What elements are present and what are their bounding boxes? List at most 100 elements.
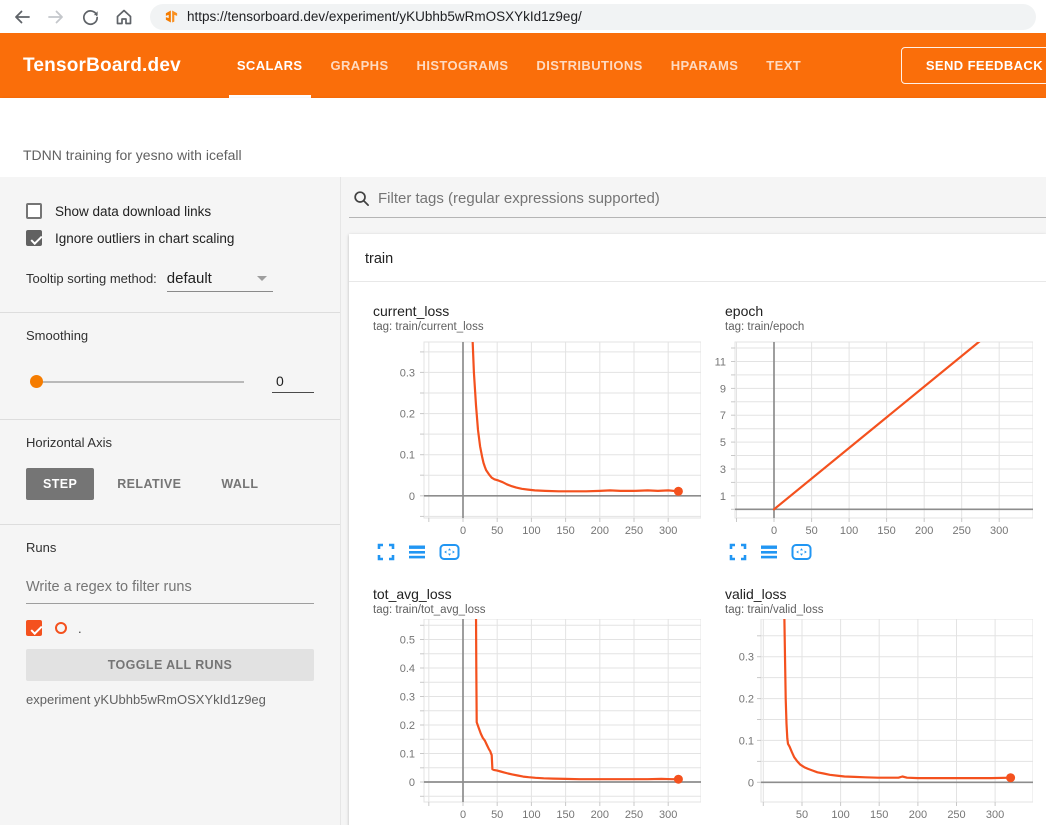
- svg-text:200: 200: [915, 525, 933, 537]
- svg-text:150: 150: [556, 809, 574, 821]
- svg-text:300: 300: [659, 525, 677, 537]
- home-icon[interactable]: [112, 5, 136, 29]
- run-checkbox[interactable]: [26, 620, 42, 636]
- runs-filter-input[interactable]: [26, 575, 314, 604]
- chart-tag: tag: train/tot_avg_loss: [373, 603, 701, 618]
- svg-text:0: 0: [409, 777, 415, 789]
- fullscreen-icon[interactable]: [377, 543, 395, 561]
- flatten-lines-icon[interactable]: [760, 543, 778, 561]
- tab-text[interactable]: TEXT: [752, 33, 815, 98]
- chart-title: current_loss: [373, 302, 701, 320]
- tooltip-sorting-value: default: [167, 270, 212, 287]
- svg-text:300: 300: [659, 809, 677, 821]
- svg-text:0.3: 0.3: [739, 652, 754, 664]
- axis-step-button[interactable]: STEP: [26, 468, 94, 500]
- svg-text:0.1: 0.1: [400, 749, 415, 761]
- tooltip-sorting-dropdown[interactable]: default: [167, 270, 273, 292]
- svg-text:50: 50: [805, 525, 817, 537]
- svg-text:11: 11: [715, 357, 726, 369]
- tensorboard-favicon: [164, 9, 179, 24]
- svg-text:0.1: 0.1: [400, 450, 415, 462]
- chart-epoch: epoch tag: train/epoch 05010015020025030…: [701, 302, 1044, 585]
- browser-toolbar: https://tensorboard.dev/experiment/yKUbh…: [0, 0, 1046, 33]
- svg-text:200: 200: [909, 809, 927, 821]
- train-section-card: train current_loss tag: train/current_lo…: [349, 234, 1046, 825]
- svg-text:0.3: 0.3: [400, 367, 415, 379]
- svg-text:5: 5: [720, 437, 726, 449]
- tab-scalars[interactable]: SCALARS: [223, 33, 317, 98]
- show-download-links-checkbox[interactable]: [26, 203, 42, 219]
- line-chart-valid-loss[interactable]: 5010015020025030000.10.20.3: [701, 619, 1033, 822]
- experiment-title: TDNN training for yesno with icefall: [23, 147, 242, 163]
- smoothing-slider[interactable]: [32, 381, 244, 383]
- url-text: https://tensorboard.dev/experiment/yKUbh…: [187, 9, 582, 24]
- svg-text:9: 9: [720, 383, 726, 395]
- ignore-outliers-checkbox-row[interactable]: Ignore outliers in chart scaling: [26, 230, 314, 246]
- experiment-title-bar: TDNN training for yesno with icefall: [0, 98, 1046, 177]
- svg-text:100: 100: [831, 809, 849, 821]
- address-bar[interactable]: https://tensorboard.dev/experiment/yKUbh…: [150, 4, 1036, 30]
- send-feedback-button[interactable]: SEND FEEDBACK: [901, 47, 1046, 84]
- flatten-lines-icon[interactable]: [408, 543, 426, 561]
- svg-text:100: 100: [522, 809, 540, 821]
- horizontal-axis-label: Horizontal Axis: [26, 435, 112, 450]
- chart-tot-avg-loss: tot_avg_loss tag: train/tot_avg_loss 050…: [349, 585, 701, 825]
- axis-relative-button[interactable]: RELATIVE: [100, 468, 198, 500]
- fit-domain-icon[interactable]: [439, 543, 460, 561]
- show-download-links-checkbox-row[interactable]: Show data download links: [26, 203, 314, 219]
- axis-wall-button[interactable]: WALL: [204, 468, 275, 500]
- fullscreen-icon[interactable]: [729, 543, 747, 561]
- svg-text:250: 250: [953, 525, 971, 537]
- run-name: .: [78, 621, 82, 636]
- app-brand: TensorBoard.dev: [23, 55, 181, 77]
- toggle-all-runs-button[interactable]: TOGGLE ALL RUNS: [26, 649, 314, 681]
- svg-text:100: 100: [522, 525, 540, 537]
- svg-text:0: 0: [771, 525, 777, 537]
- tab-histograms[interactable]: HISTOGRAMS: [403, 33, 523, 98]
- svg-text:300: 300: [986, 809, 1004, 821]
- ignore-outliers-label: Ignore outliers in chart scaling: [55, 231, 234, 246]
- svg-text:150: 150: [870, 809, 888, 821]
- settings-sidebar: Show data download links Ignore outliers…: [0, 177, 341, 825]
- ignore-outliers-checkbox[interactable]: [26, 230, 42, 246]
- top-nav-tabs: SCALARS GRAPHS HISTOGRAMS DISTRIBUTIONS …: [223, 33, 815, 98]
- tag-filter-input[interactable]: [378, 190, 1044, 207]
- line-chart-tot-avg-loss[interactable]: 05010015020025030000.10.20.30.40.5: [349, 619, 701, 822]
- chart-tag: tag: train/epoch: [725, 320, 1044, 335]
- svg-text:0: 0: [409, 491, 415, 503]
- smoothing-label: Smoothing: [26, 328, 88, 343]
- svg-text:150: 150: [556, 525, 574, 537]
- svg-text:7: 7: [720, 410, 726, 422]
- show-download-links-label: Show data download links: [55, 204, 211, 219]
- svg-text:0.5: 0.5: [400, 635, 415, 647]
- svg-text:0.1: 0.1: [739, 735, 754, 747]
- svg-text:3: 3: [720, 464, 726, 476]
- svg-text:100: 100: [840, 525, 858, 537]
- experiment-note: experiment yKUbhb5wRmOSXYkId1z9eg: [26, 692, 314, 707]
- tab-graphs[interactable]: GRAPHS: [317, 33, 403, 98]
- back-arrow-icon[interactable]: [10, 5, 34, 29]
- line-chart-current-loss[interactable]: 05010015020025030000.10.20.3: [349, 336, 701, 538]
- section-header-train[interactable]: train: [349, 234, 1046, 282]
- tab-distributions[interactable]: DISTRIBUTIONS: [522, 33, 656, 98]
- svg-text:0: 0: [748, 777, 754, 789]
- smoothing-value-input[interactable]: [272, 371, 314, 393]
- svg-text:200: 200: [591, 525, 609, 537]
- line-chart-epoch[interactable]: 0501001502002503001357911: [701, 336, 1033, 538]
- chevron-down-icon: [257, 276, 267, 281]
- tab-hparams[interactable]: HPARAMS: [657, 33, 753, 98]
- chart-valid-loss: valid_loss tag: train/valid_loss 5010015…: [701, 585, 1044, 825]
- svg-text:300: 300: [990, 525, 1008, 537]
- reload-icon[interactable]: [78, 5, 102, 29]
- svg-text:250: 250: [625, 809, 643, 821]
- smoothing-slider-thumb[interactable]: [30, 375, 43, 388]
- svg-text:50: 50: [796, 809, 808, 821]
- search-icon: [353, 190, 370, 207]
- chart-title: tot_avg_loss: [373, 585, 701, 603]
- fit-domain-icon[interactable]: [791, 543, 812, 561]
- run-list-item[interactable]: .: [26, 620, 314, 636]
- svg-text:1: 1: [720, 491, 726, 503]
- scalars-dashboard: train current_loss tag: train/current_lo…: [341, 177, 1046, 825]
- forward-arrow-icon[interactable]: [44, 5, 68, 29]
- chart-tag: tag: train/valid_loss: [725, 603, 1044, 618]
